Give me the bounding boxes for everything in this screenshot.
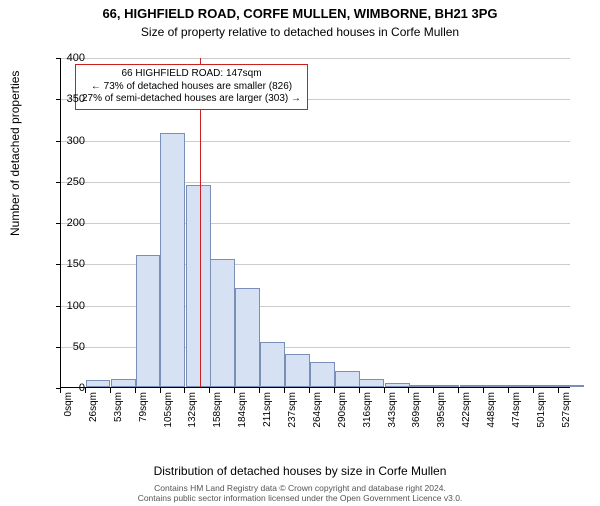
xtick-mark xyxy=(309,388,310,393)
xtick-label: 79sqm xyxy=(138,392,149,438)
annotation-line: 66 HIGHFIELD ROAD: 147sqm xyxy=(82,68,301,81)
ytick-label: 200 xyxy=(45,217,85,229)
xtick-mark xyxy=(458,388,459,393)
xtick-mark xyxy=(284,388,285,393)
histogram-bar xyxy=(359,379,384,387)
histogram-bar xyxy=(434,385,459,387)
xtick-label: 474sqm xyxy=(511,392,522,438)
histogram-bar xyxy=(86,380,111,387)
gridline xyxy=(61,58,570,59)
xtick-label: 527sqm xyxy=(561,392,572,438)
annotation-line: 27% of semi-detached houses are larger (… xyxy=(82,93,301,106)
histogram-bar xyxy=(310,362,335,387)
chart-subtitle: Size of property relative to detached ho… xyxy=(0,25,600,39)
xtick-label: 184sqm xyxy=(237,392,248,438)
xtick-label: 316sqm xyxy=(362,392,373,438)
xtick-mark xyxy=(259,388,260,393)
xtick-mark xyxy=(160,388,161,393)
xtick-mark xyxy=(234,388,235,393)
xtick-label: 501sqm xyxy=(536,392,547,438)
histogram-bar xyxy=(509,385,534,387)
histogram-bar xyxy=(160,133,185,387)
ytick-label: 250 xyxy=(45,176,85,188)
xtick-label: 0sqm xyxy=(63,392,74,438)
xtick-mark xyxy=(334,388,335,393)
y-axis-label: Number of detached properties xyxy=(8,71,22,236)
xtick-mark xyxy=(384,388,385,393)
x-axis-label: Distribution of detached houses by size … xyxy=(0,464,600,478)
histogram-bar xyxy=(260,342,285,387)
ytick-label: 400 xyxy=(45,52,85,64)
histogram-bar xyxy=(410,385,435,387)
xtick-mark xyxy=(558,388,559,393)
histogram-bar xyxy=(484,385,509,387)
xtick-mark xyxy=(85,388,86,393)
xtick-label: 422sqm xyxy=(461,392,472,438)
ytick-label: 350 xyxy=(45,93,85,105)
gridline xyxy=(61,223,570,224)
xtick-mark xyxy=(533,388,534,393)
chart-area: 66 HIGHFIELD ROAD: 147sqm← 73% of detach… xyxy=(60,58,570,428)
ytick-label: 50 xyxy=(45,341,85,353)
xtick-mark xyxy=(110,388,111,393)
xtick-label: 211sqm xyxy=(262,392,273,438)
xtick-mark xyxy=(184,388,185,393)
histogram-bar xyxy=(460,385,485,387)
histogram-bar xyxy=(136,255,161,387)
xtick-label: 395sqm xyxy=(436,392,447,438)
xtick-label: 158sqm xyxy=(212,392,223,438)
histogram-bar xyxy=(285,354,310,387)
histogram-bar xyxy=(186,185,211,387)
xtick-label: 448sqm xyxy=(486,392,497,438)
xtick-mark xyxy=(483,388,484,393)
histogram-bar xyxy=(385,383,410,387)
histogram-bar xyxy=(559,385,584,387)
footer-attribution: Contains HM Land Registry data © Crown c… xyxy=(0,484,600,504)
xtick-label: 237sqm xyxy=(287,392,298,438)
xtick-label: 369sqm xyxy=(411,392,422,438)
ytick-label: 0 xyxy=(45,382,85,394)
xtick-mark xyxy=(433,388,434,393)
xtick-label: 26sqm xyxy=(88,392,99,438)
xtick-label: 105sqm xyxy=(163,392,174,438)
xtick-label: 264sqm xyxy=(312,392,323,438)
xtick-label: 53sqm xyxy=(113,392,124,438)
xtick-label: 290sqm xyxy=(337,392,348,438)
ytick-label: 100 xyxy=(45,300,85,312)
xtick-mark xyxy=(359,388,360,393)
ytick-label: 150 xyxy=(45,258,85,270)
xtick-mark xyxy=(508,388,509,393)
xtick-mark xyxy=(135,388,136,393)
annotation-line: ← 73% of detached houses are smaller (82… xyxy=(82,81,301,94)
gridline xyxy=(61,182,570,183)
ytick-label: 300 xyxy=(45,135,85,147)
histogram-bar xyxy=(210,259,235,387)
gridline xyxy=(61,141,570,142)
xtick-mark xyxy=(408,388,409,393)
histogram-bar xyxy=(335,371,360,388)
chart-title: 66, HIGHFIELD ROAD, CORFE MULLEN, WIMBOR… xyxy=(0,6,600,23)
xtick-label: 132sqm xyxy=(187,392,198,438)
histogram-bar xyxy=(534,385,559,387)
annotation-box: 66 HIGHFIELD ROAD: 147sqm← 73% of detach… xyxy=(75,64,308,110)
plot-region: 66 HIGHFIELD ROAD: 147sqm← 73% of detach… xyxy=(60,58,570,388)
histogram-bar xyxy=(235,288,260,387)
histogram-bar xyxy=(111,379,136,387)
xtick-mark xyxy=(209,388,210,393)
xtick-label: 343sqm xyxy=(387,392,398,438)
